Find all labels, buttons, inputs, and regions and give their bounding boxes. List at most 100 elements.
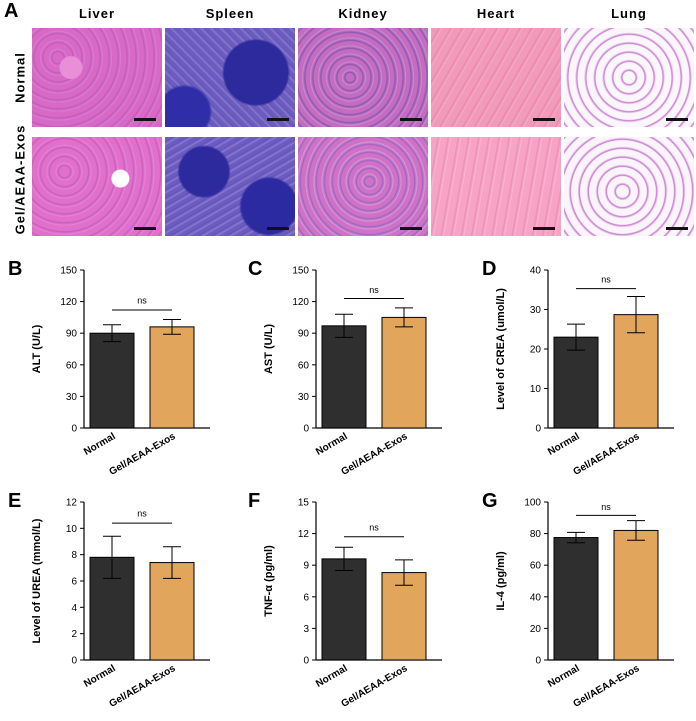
category-label: Normal xyxy=(82,431,118,458)
panel-label-a: A xyxy=(4,0,19,22)
panel-label-g: G xyxy=(482,490,498,512)
category-label: Gel/AEAA-Exos xyxy=(572,663,642,710)
y-tick-label: 0 xyxy=(303,656,309,667)
y-tick-label: 0 xyxy=(535,424,541,435)
histology-tile-kidney-treated xyxy=(298,137,428,236)
category-label: Normal xyxy=(546,663,582,690)
y-tick-label: 90 xyxy=(298,329,310,340)
y-tick-label: 20 xyxy=(530,345,542,356)
bar-treated xyxy=(149,326,195,429)
organ-label-spleen: Spleen xyxy=(205,6,255,21)
y-tick-label: 20 xyxy=(530,624,542,635)
histology-tile-liver-treated xyxy=(32,137,162,236)
y-tick-label: 40 xyxy=(530,266,542,277)
y-axis-label: IL-4 (pg/ml) xyxy=(495,551,507,611)
y-tick-label: 0 xyxy=(71,656,77,667)
panel-label-c: C xyxy=(248,258,263,280)
chart-urea: Level of UREA (mmol/L) 0 2 4 6 8 10 12 NormalGel… xyxy=(31,498,210,710)
histology-tile-spleen-normal xyxy=(165,28,295,127)
y-tick-label: 150 xyxy=(60,266,77,277)
bar-normal xyxy=(553,537,599,661)
significance-label: ns xyxy=(369,285,379,295)
row-label-normal: Normal xyxy=(12,52,28,103)
bar-normal xyxy=(321,325,367,429)
significance-label: ns xyxy=(369,522,379,532)
organ-label-liver: Liver xyxy=(78,6,116,21)
bar-treated xyxy=(381,572,427,661)
y-axis-label: ALT (U/L) xyxy=(31,324,43,373)
y-tick-label: 90 xyxy=(66,329,78,340)
bar-normal xyxy=(89,332,135,429)
y-tick-label: 60 xyxy=(530,561,542,572)
panel-label-e: E xyxy=(8,490,22,512)
y-tick-label: 0 xyxy=(303,424,309,435)
significance-label: ns xyxy=(137,296,147,306)
category-label: Gel/AEAA-Exos xyxy=(108,663,178,710)
y-tick-label: 0 xyxy=(535,656,541,667)
bar-treated xyxy=(613,314,659,429)
y-tick-label: 3 xyxy=(303,624,309,635)
histology-tile-lung-treated xyxy=(564,137,694,236)
y-tick-label: 60 xyxy=(66,360,78,371)
category-label: Normal xyxy=(314,431,350,458)
histology-tile-heart-treated xyxy=(431,137,561,236)
chart-crea: Level of CREA (umol/L) 0 10 20 30 40 NormalGel… xyxy=(495,266,674,478)
category-label: Gel/AEAA-Exos xyxy=(108,431,178,478)
organ-label-heart: Heart xyxy=(476,6,516,21)
histology-tile-spleen-treated xyxy=(165,137,295,236)
y-tick-label: 100 xyxy=(524,498,541,509)
chart-alt: ALT (U/L) 0 30 60 90 120 150 NormalGel/AEAA-Exo… xyxy=(31,266,210,478)
y-tick-label: 150 xyxy=(292,266,309,277)
panel-label-b: B xyxy=(8,258,23,280)
row-label-treated: Gel/AEAA-Exos xyxy=(12,124,28,235)
y-tick-label: 12 xyxy=(66,498,78,509)
y-axis-label: Level of UREA (mmol/L) xyxy=(31,518,43,643)
y-tick-label: 0 xyxy=(71,424,77,435)
y-tick-label: 6 xyxy=(71,577,77,588)
significance-label: ns xyxy=(601,275,611,285)
y-tick-label: 4 xyxy=(71,603,77,614)
category-label: Gel/AEAA-Exos xyxy=(572,431,642,478)
y-tick-label: 8 xyxy=(71,550,77,561)
category-label: Normal xyxy=(546,431,582,458)
y-tick-label: 10 xyxy=(66,524,78,535)
organ-label-lung: Lung xyxy=(611,6,647,21)
y-tick-label: 80 xyxy=(530,529,542,540)
y-tick-label: 12 xyxy=(298,529,310,540)
bar-treated xyxy=(613,529,659,661)
histology-tile-heart-normal xyxy=(431,28,561,127)
y-tick-label: 60 xyxy=(298,360,310,371)
y-axis-label: Level of CREA (umol/L) xyxy=(495,288,507,410)
histology-tile-lung-normal xyxy=(564,28,694,127)
y-tick-label: 10 xyxy=(530,384,542,395)
category-label: Gel/AEAA-Exos xyxy=(340,431,410,478)
y-tick-label: 2 xyxy=(71,629,77,640)
y-tick-label: 40 xyxy=(530,592,542,603)
y-tick-label: 9 xyxy=(303,561,309,572)
y-tick-label: 30 xyxy=(530,305,542,316)
chart-ast: AST (U/L) 0 30 60 90 120 150 NormalGel/AEAA-Exo… xyxy=(263,266,442,478)
significance-label: ns xyxy=(601,502,611,512)
histology-tile-kidney-normal xyxy=(298,28,428,127)
y-axis-label: AST (U/L) xyxy=(263,324,275,374)
chart-il4: IL-4 (pg/ml) 0 20 40 60 80 100 NormalGel/AEAA-E… xyxy=(495,498,674,710)
chart-tnf: TNF-α (pg/ml) 0 3 6 9 12 15 NormalGel/AEAA-Exos… xyxy=(263,498,442,710)
bar-treated xyxy=(381,316,427,429)
panel-label-d: D xyxy=(482,258,497,280)
y-tick-label: 120 xyxy=(60,297,77,308)
y-tick-label: 120 xyxy=(292,297,309,308)
panel-label-f: F xyxy=(248,490,261,512)
histology-tile-liver-normal xyxy=(32,28,162,127)
significance-label: ns xyxy=(137,508,147,518)
bar-normal xyxy=(321,558,367,661)
y-tick-label: 6 xyxy=(303,592,309,603)
y-tick-label: 30 xyxy=(66,392,78,403)
y-axis-label: TNF-α (pg/ml) xyxy=(263,545,275,617)
y-tick-label: 30 xyxy=(298,392,310,403)
category-label: Gel/AEAA-Exos xyxy=(340,663,410,710)
y-tick-label: 15 xyxy=(298,498,310,509)
organ-label-kidney: Kidney xyxy=(338,6,388,21)
bar-normal xyxy=(553,336,599,429)
category-label: Normal xyxy=(82,663,118,690)
category-label: Normal xyxy=(314,663,350,690)
